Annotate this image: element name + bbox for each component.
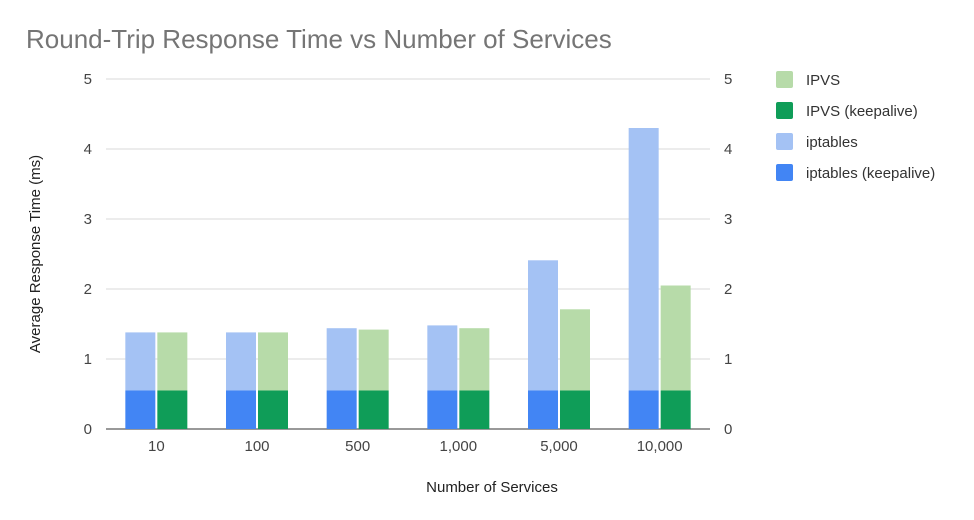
y-tick-label-left: 3	[84, 211, 92, 228]
y-tick-label-left: 0	[84, 421, 92, 438]
y-axis-left-ticks: 0 1 2 3 4 5	[84, 71, 92, 438]
bar-ipvs-keepalive	[459, 390, 490, 429]
x-tick-label: 5,000	[540, 438, 578, 455]
x-tick-label: 100	[244, 438, 269, 455]
x-tick-label: 10	[148, 438, 165, 455]
y-tick-label-right: 3	[724, 211, 732, 228]
bar-ipvs	[459, 328, 490, 391]
y-tick-label-right: 1	[724, 351, 732, 368]
x-axis-label: Number of Services	[426, 479, 558, 496]
bar-ipvs-keepalive	[660, 390, 691, 429]
grid-lines	[106, 78, 710, 430]
legend-swatch	[776, 71, 793, 88]
bar-iptables-keepalive	[326, 390, 357, 429]
bar-ipvs	[560, 309, 590, 391]
x-tick-label: 500	[345, 438, 370, 455]
bar-iptables	[326, 328, 357, 391]
bar-ipvs-keepalive	[157, 390, 188, 429]
bar-iptables-keepalive	[628, 390, 659, 429]
chart-title: Round-Trip Response Time vs Number of Se…	[26, 24, 612, 54]
bar-iptables	[628, 128, 659, 391]
bar-iptables	[427, 325, 458, 391]
legend-swatch	[776, 133, 793, 150]
bars	[125, 128, 691, 429]
y-tick-label-right: 4	[724, 141, 732, 158]
y-tick-label-left: 4	[84, 141, 92, 158]
legend: IPVS IPVS (keepalive) iptables iptables (ke…	[776, 71, 935, 182]
bar-iptables-keepalive	[226, 390, 256, 429]
y-tick-label-left: 2	[84, 281, 92, 298]
bar-ipvs	[258, 332, 288, 391]
legend-swatch	[776, 102, 793, 119]
bar-iptables-keepalive	[528, 390, 558, 429]
bar-iptables	[528, 260, 558, 391]
legend-label: IPVS	[806, 72, 840, 89]
bar-iptables	[125, 332, 156, 391]
y-axis-label: Average Response Time (ms)	[27, 155, 44, 353]
legend-swatch	[776, 164, 793, 181]
bar-ipvs	[660, 285, 691, 391]
bar-iptables-keepalive	[125, 390, 156, 429]
y-tick-label-left: 1	[84, 351, 92, 368]
legend-label: iptables (keepalive)	[806, 165, 935, 182]
bar-ipvs	[358, 329, 389, 391]
legend-label: iptables	[806, 134, 858, 151]
bar-iptables-keepalive	[427, 390, 458, 429]
bar-ipvs	[157, 332, 188, 391]
x-axis-ticks: 10 100 500 1,000 5,000 10,000	[148, 438, 683, 455]
y-axis-right-ticks: 0 1 2 3 4 5	[724, 71, 732, 438]
bar-ipvs-keepalive	[560, 390, 590, 429]
y-tick-label-right: 0	[724, 421, 732, 438]
bar-ipvs-keepalive	[258, 390, 288, 429]
bar-iptables	[226, 332, 256, 391]
y-tick-label-right: 5	[724, 71, 732, 88]
y-tick-label-right: 2	[724, 281, 732, 298]
legend-label: IPVS (keepalive)	[806, 103, 918, 120]
x-tick-label: 10,000	[637, 438, 683, 455]
x-tick-label: 1,000	[440, 438, 478, 455]
bar-ipvs-keepalive	[358, 390, 389, 429]
y-tick-label-left: 5	[84, 71, 92, 88]
